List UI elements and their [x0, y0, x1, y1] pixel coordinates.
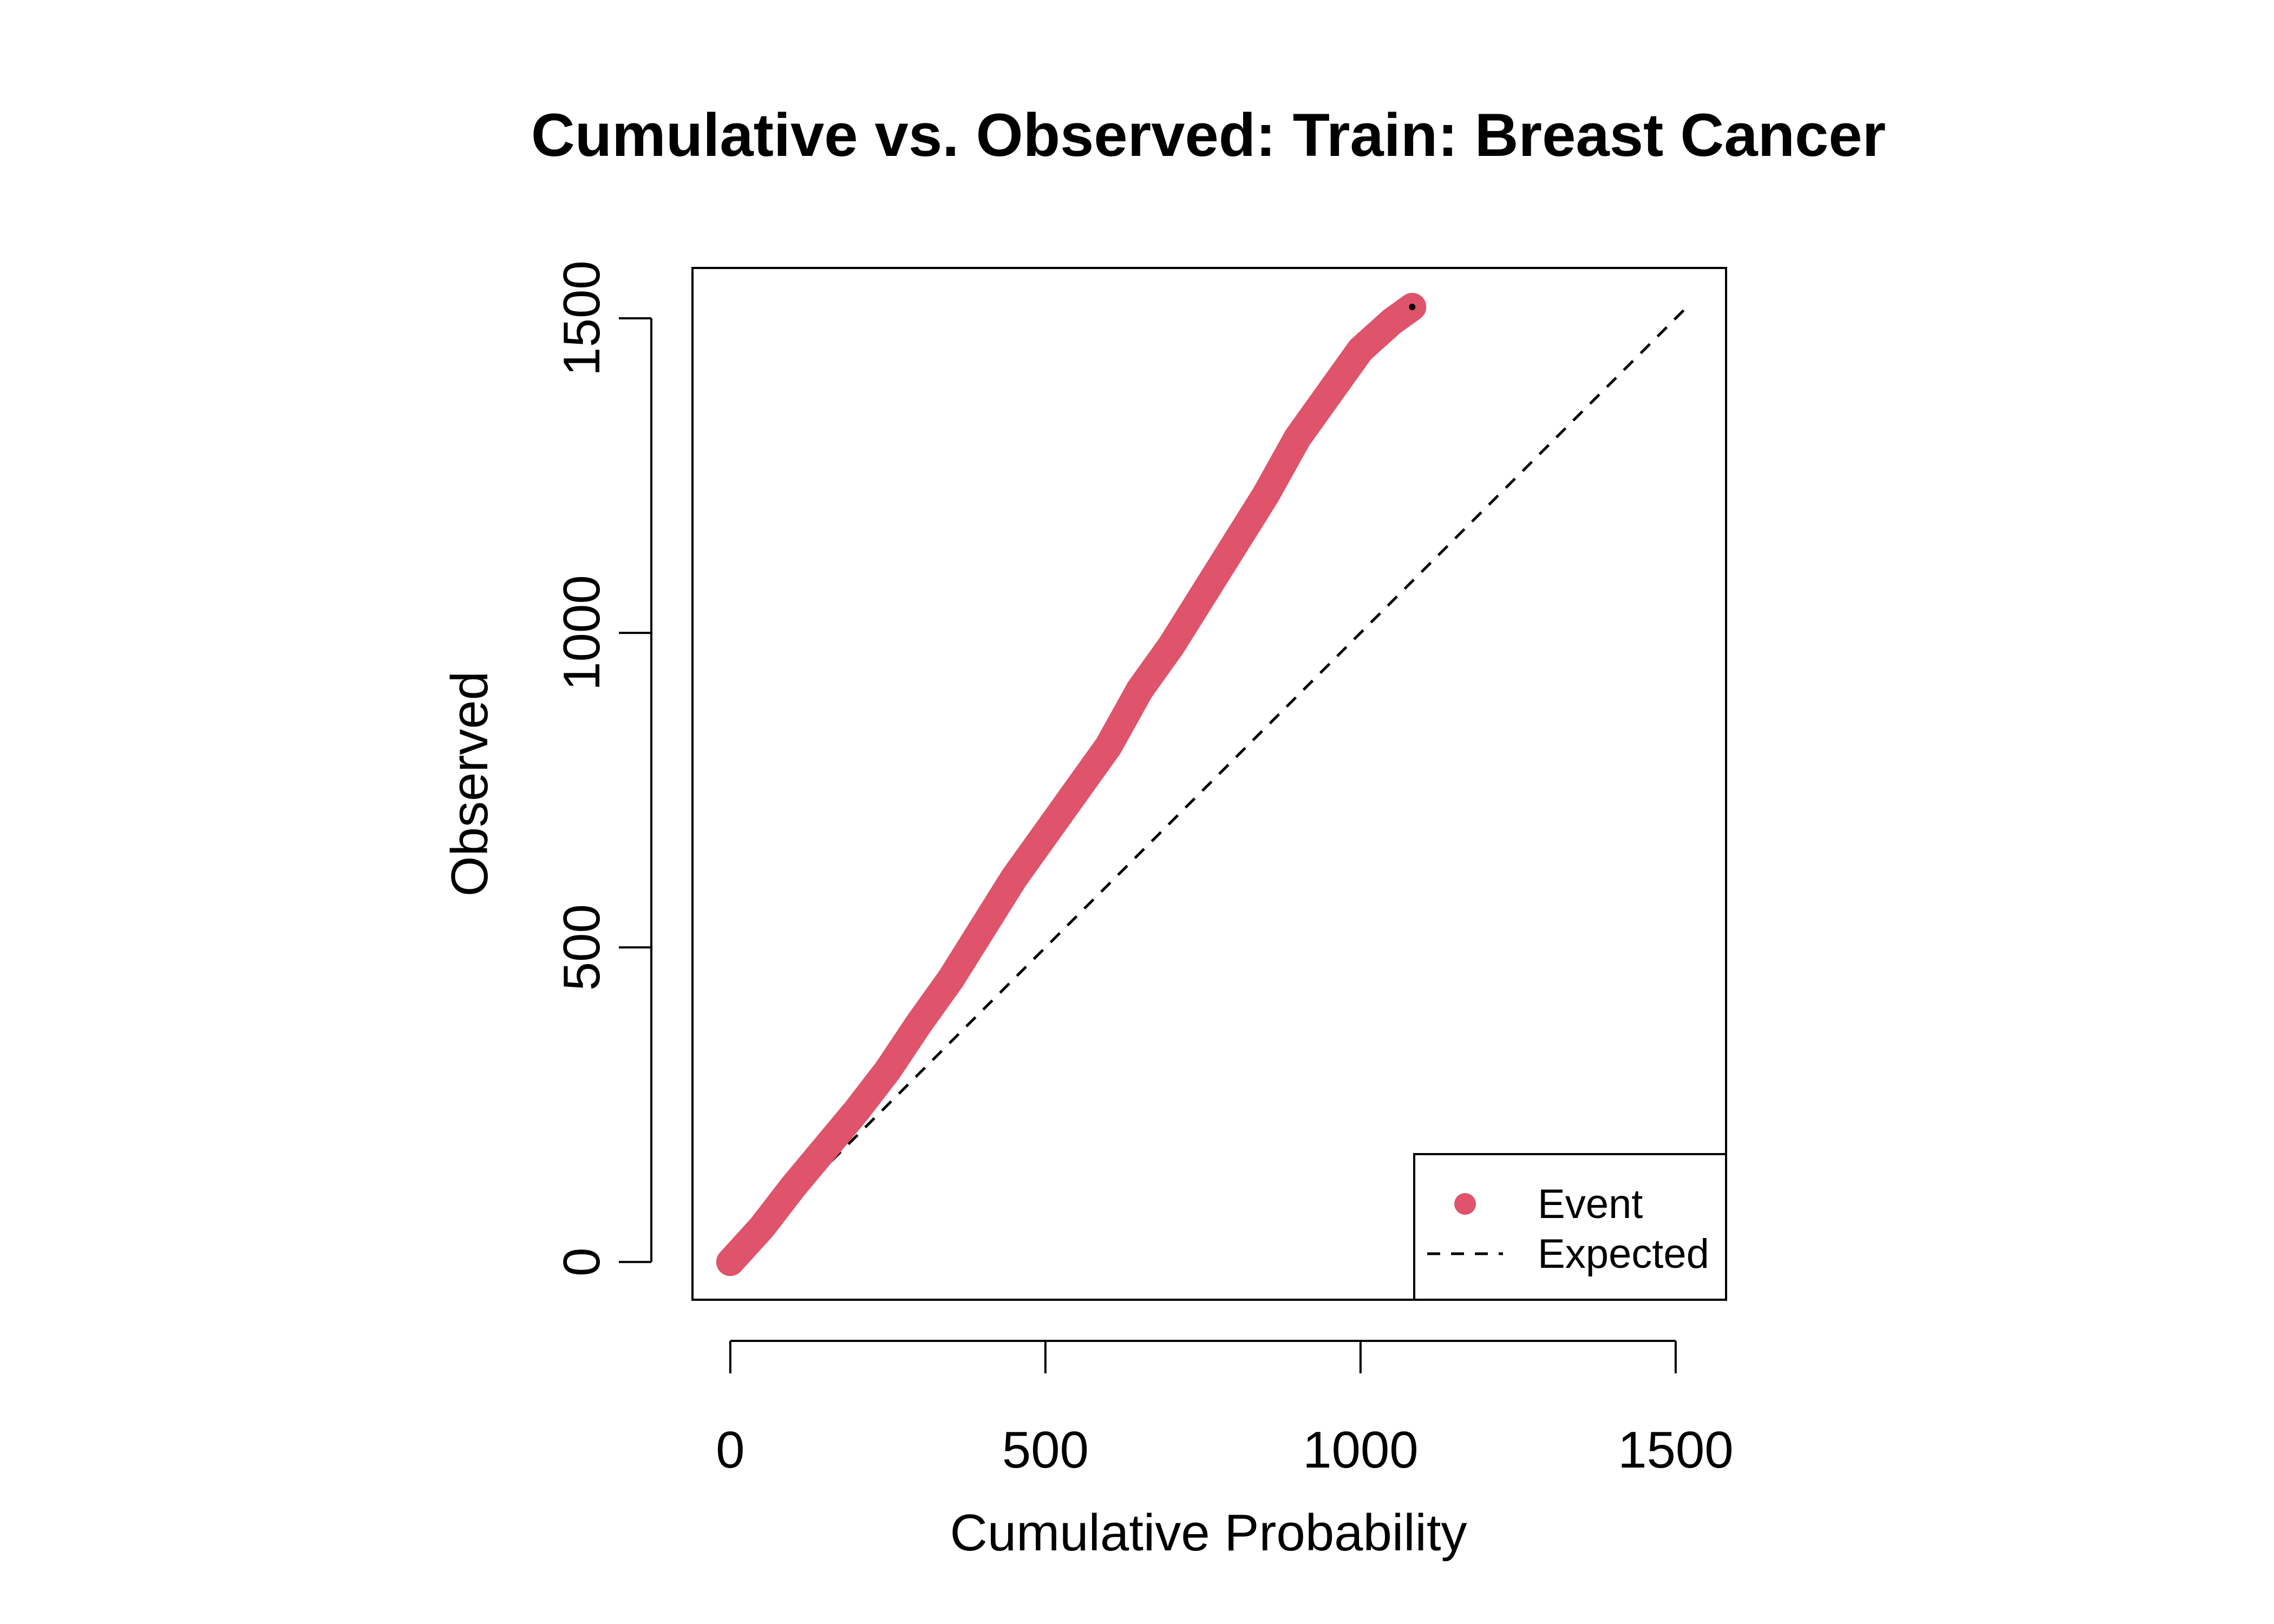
legend-expected-label: Expected — [1538, 1231, 1709, 1277]
x-tick-label-3: 1500 — [1618, 1421, 1734, 1479]
chart-title: Cumulative vs. Observed: Train: Breast C… — [531, 101, 1886, 169]
x-axis-label: Cumulative Probability — [950, 1504, 1467, 1562]
legend-event-symbol — [1454, 1193, 1476, 1215]
legend-event-label: Event — [1538, 1181, 1643, 1227]
y-axis-label: Observed — [441, 671, 499, 896]
x-tick-label-0: 0 — [716, 1421, 744, 1479]
legend: Event Expected — [1413, 1153, 1727, 1301]
y-tick-label-0: 0 — [553, 1248, 611, 1276]
event-point-end-marker — [1409, 304, 1416, 311]
y-tick-label-1: 500 — [553, 904, 611, 991]
expected-line — [729, 306, 1688, 1263]
x-tick-label-2: 1000 — [1303, 1421, 1419, 1479]
expected-line-layer — [729, 306, 1688, 1263]
x-axis: 0 500 1000 1500 — [716, 1340, 1734, 1479]
y-axis: 0 500 1000 1500 — [553, 260, 652, 1276]
y-tick-label-3: 1500 — [553, 260, 611, 376]
plot-frame — [691, 267, 1727, 1301]
legend-box — [1413, 1153, 1727, 1301]
event-points-layer — [716, 293, 1427, 1276]
x-tick-label-1: 500 — [1002, 1421, 1089, 1479]
y-tick-label-2: 1000 — [553, 575, 611, 691]
